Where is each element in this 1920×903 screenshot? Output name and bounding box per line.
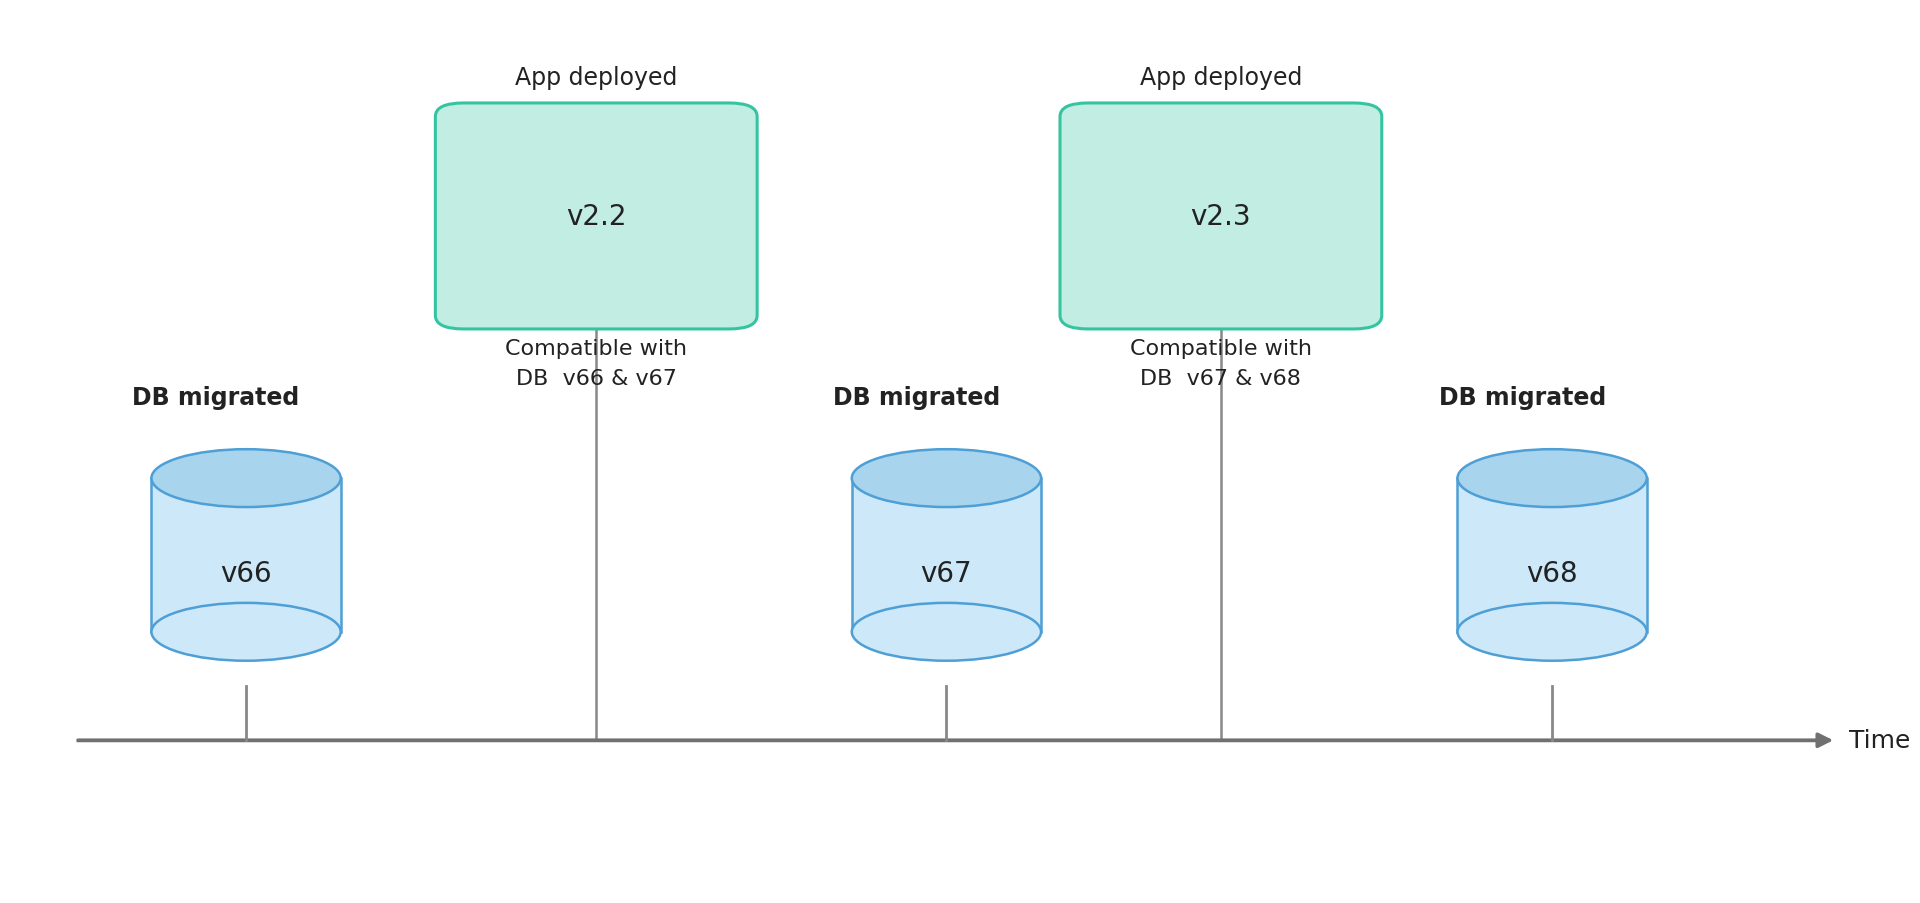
Ellipse shape	[852, 450, 1041, 507]
Text: DB migrated: DB migrated	[132, 385, 300, 409]
FancyBboxPatch shape	[1060, 104, 1382, 330]
Text: v67: v67	[920, 560, 972, 588]
FancyBboxPatch shape	[1457, 479, 1647, 632]
Text: Time: Time	[1849, 729, 1910, 752]
FancyBboxPatch shape	[852, 479, 1041, 632]
Ellipse shape	[852, 603, 1041, 661]
Text: v66: v66	[221, 560, 273, 588]
Text: DB migrated: DB migrated	[1438, 385, 1605, 409]
Ellipse shape	[1457, 603, 1647, 661]
FancyBboxPatch shape	[152, 479, 340, 632]
Text: Compatible with
DB  v66 & v67: Compatible with DB v66 & v67	[505, 339, 687, 388]
Text: App deployed: App deployed	[515, 66, 678, 90]
Ellipse shape	[152, 603, 340, 661]
Text: v68: v68	[1526, 560, 1578, 588]
Text: v2.3: v2.3	[1190, 203, 1252, 230]
Text: DB migrated: DB migrated	[833, 385, 1000, 409]
FancyBboxPatch shape	[436, 104, 756, 330]
Text: App deployed: App deployed	[1140, 66, 1302, 90]
Text: Compatible with
DB  v67 & v68: Compatible with DB v67 & v68	[1129, 339, 1311, 388]
Text: v2.2: v2.2	[566, 203, 626, 230]
Ellipse shape	[1457, 450, 1647, 507]
Ellipse shape	[152, 450, 340, 507]
